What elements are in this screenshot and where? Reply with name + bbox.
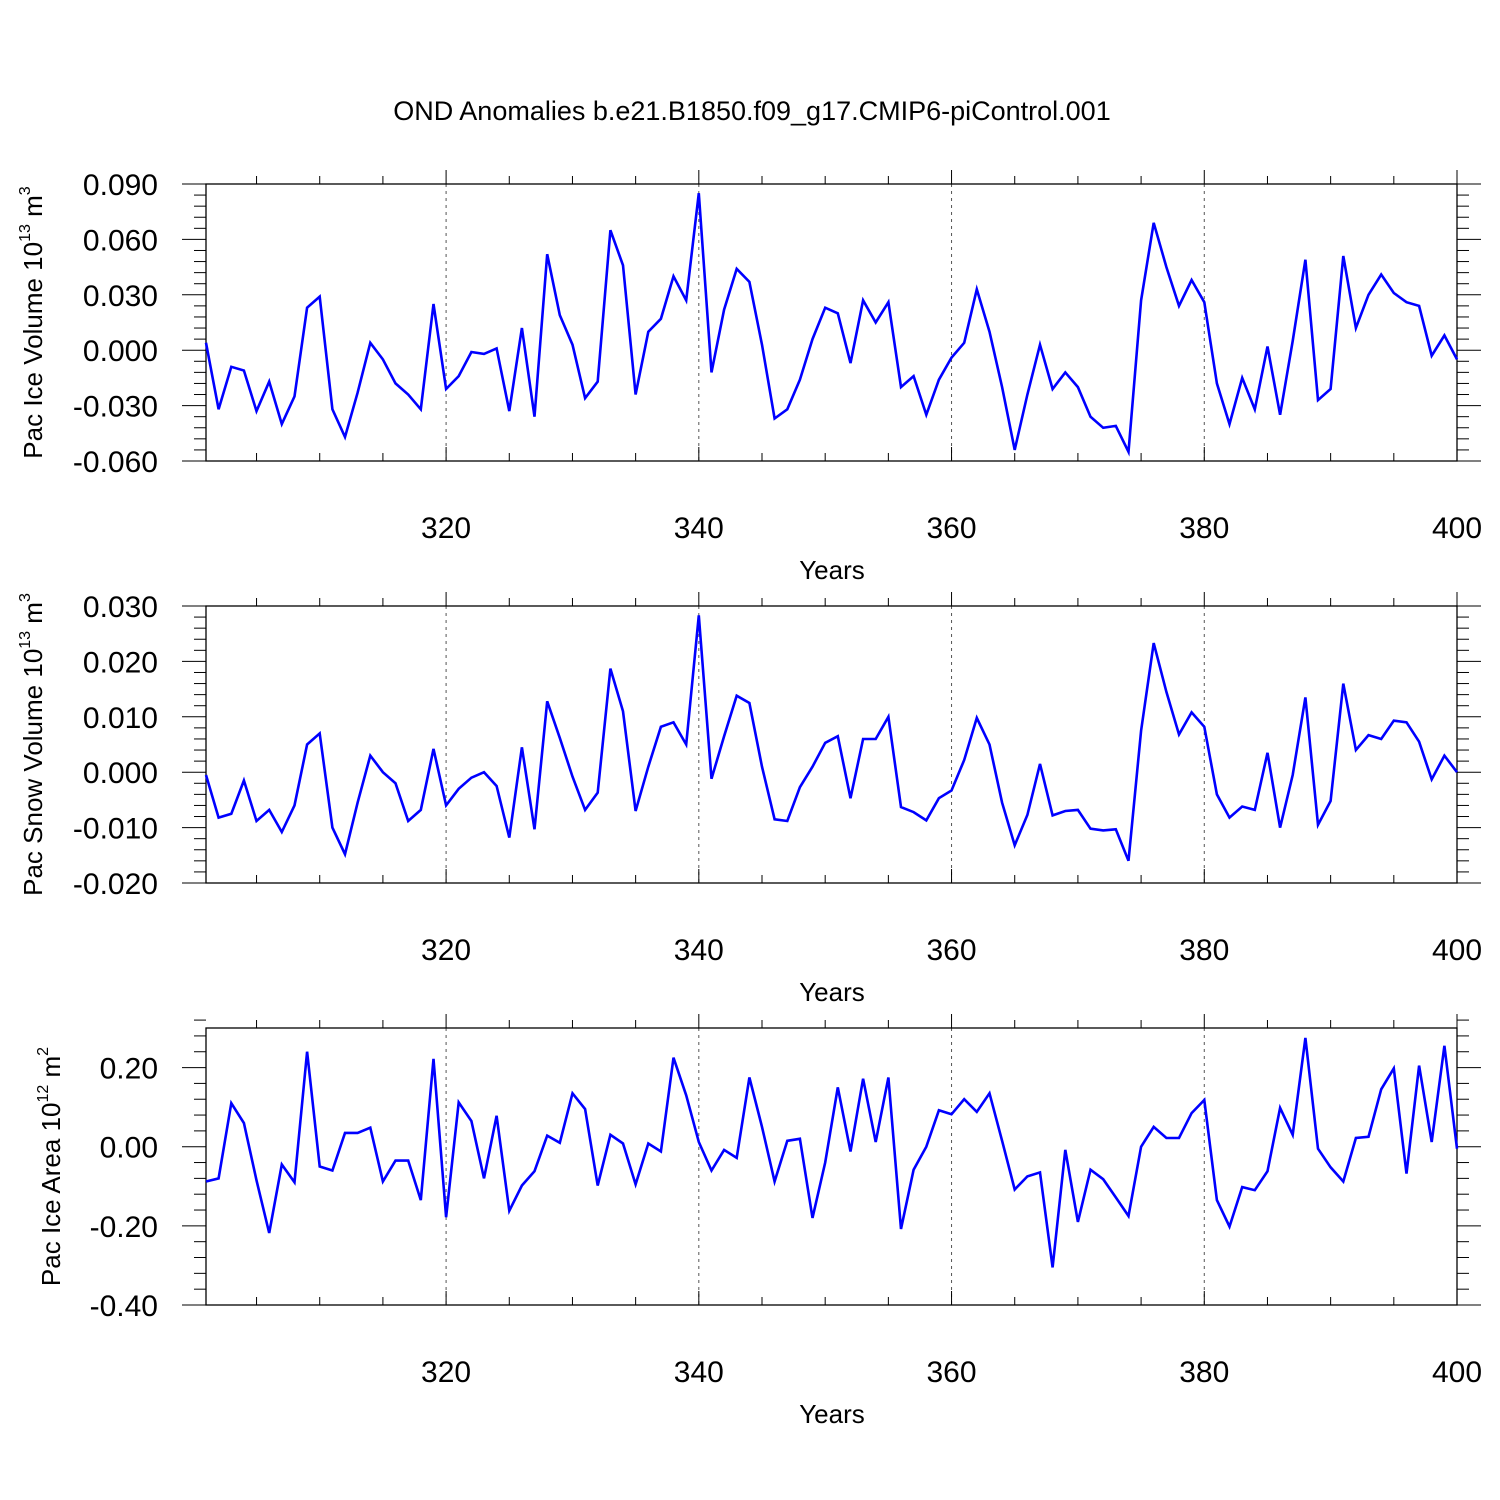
y-tick-label: 0.000 (83, 335, 158, 368)
plot-frame (205, 183, 1458, 462)
panel-pac-snow-volume: -0.020 -0.010 0.000 0.010 0.020 0.030 320 340 36… (17, 591, 1482, 1007)
x-tick-label: 400 (1432, 1356, 1482, 1389)
x-axis-label: Years (799, 1399, 865, 1429)
x-axis-label: Years (799, 555, 865, 585)
x-tick-label: 320 (421, 1356, 471, 1389)
x-tick-label: 400 (1432, 934, 1482, 967)
y-axis-label-part: Pac Ice Area 10 (36, 1103, 66, 1287)
series-line (205, 1037, 1459, 1268)
x-tick-label: 380 (1179, 1356, 1229, 1389)
y-axis-label: Pac Snow Volume 1013 m3 (17, 593, 48, 896)
y-tick-label: 0.020 (83, 646, 158, 679)
y-tick-label: 0.20 (100, 1053, 158, 1086)
series-line (204, 193, 1459, 457)
y-axis-label-part: Pac Ice Volume 10 (18, 242, 48, 459)
y-axis-label-superscript: 3 (17, 186, 34, 195)
x-axis-label: Years (799, 977, 865, 1007)
y-axis-label-part: m (18, 195, 48, 224)
y-axis-label-superscript: 13 (17, 631, 34, 649)
y-tick-label: 0.00 (100, 1132, 158, 1165)
x-tick-label: 360 (927, 512, 977, 545)
y-tick-label: 0.000 (83, 757, 158, 790)
y-tick-label: 0.030 (83, 591, 158, 624)
x-tick-label: 320 (421, 934, 471, 967)
x-tick-label: 340 (674, 512, 724, 545)
y-tick-label: 0.060 (83, 224, 158, 257)
y-tick-label: -0.010 (73, 813, 158, 846)
y-axis-label-part: Pac Snow Volume 10 (18, 649, 48, 896)
plot-frame (205, 605, 1458, 884)
y-tick-label: 0.090 (83, 169, 158, 202)
y-axis-label: Pac Ice Area 1012 m2 (35, 1047, 66, 1286)
y-tick-label: -0.20 (90, 1211, 158, 1244)
y-axis-label-superscript: 2 (35, 1047, 52, 1056)
y-tick-label: -0.020 (73, 868, 158, 901)
x-tick-label: 360 (927, 1356, 977, 1389)
x-tick-label: 360 (927, 934, 977, 967)
x-tick-label: 380 (1179, 512, 1229, 545)
y-axis-label-part: m (18, 602, 48, 631)
x-tick-label: 320 (421, 512, 471, 545)
series-line (204, 615, 1459, 862)
y-tick-label: -0.40 (90, 1290, 158, 1323)
figure-title: OND Anomalies b.e21.B1850.f09_g17.CMIP6-… (393, 96, 1110, 126)
x-tick-label: 340 (674, 1356, 724, 1389)
x-tick-label: 340 (674, 934, 724, 967)
y-tick-label: 0.030 (83, 280, 158, 313)
y-tick-label: -0.030 (73, 391, 158, 424)
x-tick-label: 400 (1432, 512, 1482, 545)
y-axis-label-superscript: 12 (35, 1085, 52, 1103)
x-tick-label: 380 (1179, 934, 1229, 967)
y-axis-label: Pac Ice Volume 1013 m3 (17, 186, 48, 459)
plot-frame (205, 1027, 1458, 1306)
y-axis-label-part: m (36, 1056, 66, 1085)
y-tick-label: 0.010 (83, 702, 158, 735)
y-axis-label-superscript: 3 (17, 593, 34, 602)
panel-pac-ice-area: -0.40 -0.20 0.00 0.20 320 340 360 380 400 Years Pa… (35, 1014, 1482, 1429)
y-tick-label: -0.060 (73, 446, 158, 479)
panel-pac-ice-volume: -0.060 -0.030 0.000 0.030 0.060 0.090 320 340 36… (17, 169, 1482, 585)
y-axis-label-superscript: 13 (17, 224, 34, 242)
